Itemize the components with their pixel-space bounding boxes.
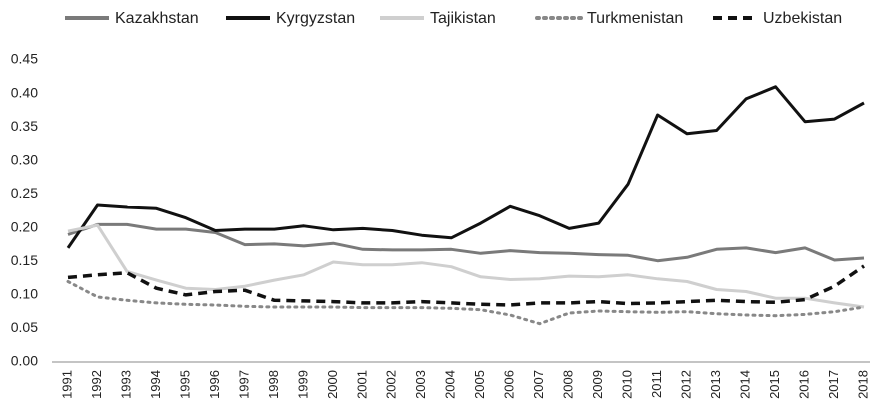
x-tick-label: 2000 bbox=[325, 370, 340, 399]
x-tick-label: 2006 bbox=[502, 370, 517, 399]
x-tick-label: 1994 bbox=[148, 370, 163, 399]
x-tick-label: 1998 bbox=[266, 370, 281, 399]
x-tick-label: 2008 bbox=[561, 370, 576, 399]
x-tick-label: 1995 bbox=[177, 370, 192, 399]
x-tick-label: 2005 bbox=[472, 370, 487, 399]
series-line bbox=[67, 223, 865, 309]
x-tick-label: 1997 bbox=[236, 370, 251, 399]
x-tick-label: 1993 bbox=[118, 370, 133, 399]
y-tick-label: 0.35 bbox=[11, 118, 38, 134]
x-tick-label: 2009 bbox=[590, 370, 605, 399]
y-tick-label: 0.20 bbox=[11, 218, 38, 234]
y-tick-label: 0.25 bbox=[11, 185, 38, 201]
x-tick-label: 2014 bbox=[738, 370, 753, 399]
x-tick-label: 2011 bbox=[649, 370, 664, 398]
legend-label: Tajikistan bbox=[430, 10, 496, 27]
x-tick-label: 1996 bbox=[207, 370, 222, 399]
series-line bbox=[67, 222, 865, 263]
x-tick-label: 1991 bbox=[59, 370, 74, 399]
x-tick-label: 1999 bbox=[295, 370, 310, 399]
y-tick-label: 0.45 bbox=[11, 51, 38, 67]
x-tick-label: 2018 bbox=[855, 370, 870, 399]
x-tick-label: 2001 bbox=[354, 370, 369, 399]
x-tick-label: 2004 bbox=[443, 370, 458, 399]
x-tick-label: 2016 bbox=[796, 370, 811, 399]
series-line bbox=[67, 264, 865, 307]
legend-label: Kazakhstan bbox=[115, 10, 199, 27]
y-tick-label: 0.00 bbox=[11, 353, 38, 369]
legend-label: Uzbekistan bbox=[763, 10, 842, 27]
y-tick-label: 0.40 bbox=[11, 84, 38, 100]
x-tick-label: 2003 bbox=[413, 370, 428, 399]
x-tick-label: 2002 bbox=[384, 370, 399, 399]
y-tick-label: 0.30 bbox=[11, 151, 38, 167]
y-tick-label: 0.05 bbox=[11, 319, 38, 335]
series-line bbox=[66, 85, 865, 249]
x-tick-label: 2017 bbox=[826, 370, 841, 399]
x-tick-label: 2007 bbox=[531, 370, 546, 399]
y-tick-label: 0.15 bbox=[11, 252, 38, 268]
x-tick-label: 2010 bbox=[620, 370, 635, 399]
series-line bbox=[66, 280, 866, 326]
legend-label: Turkmenistan bbox=[587, 10, 683, 27]
x-tick-label: 1992 bbox=[89, 370, 104, 399]
x-tick-label: 2015 bbox=[767, 370, 782, 399]
y-tick-label: 0.10 bbox=[11, 286, 38, 302]
x-tick-label: 2012 bbox=[679, 370, 694, 399]
legend-label: Kyrgyzstan bbox=[276, 10, 355, 27]
x-tick-label: 2013 bbox=[708, 370, 723, 399]
